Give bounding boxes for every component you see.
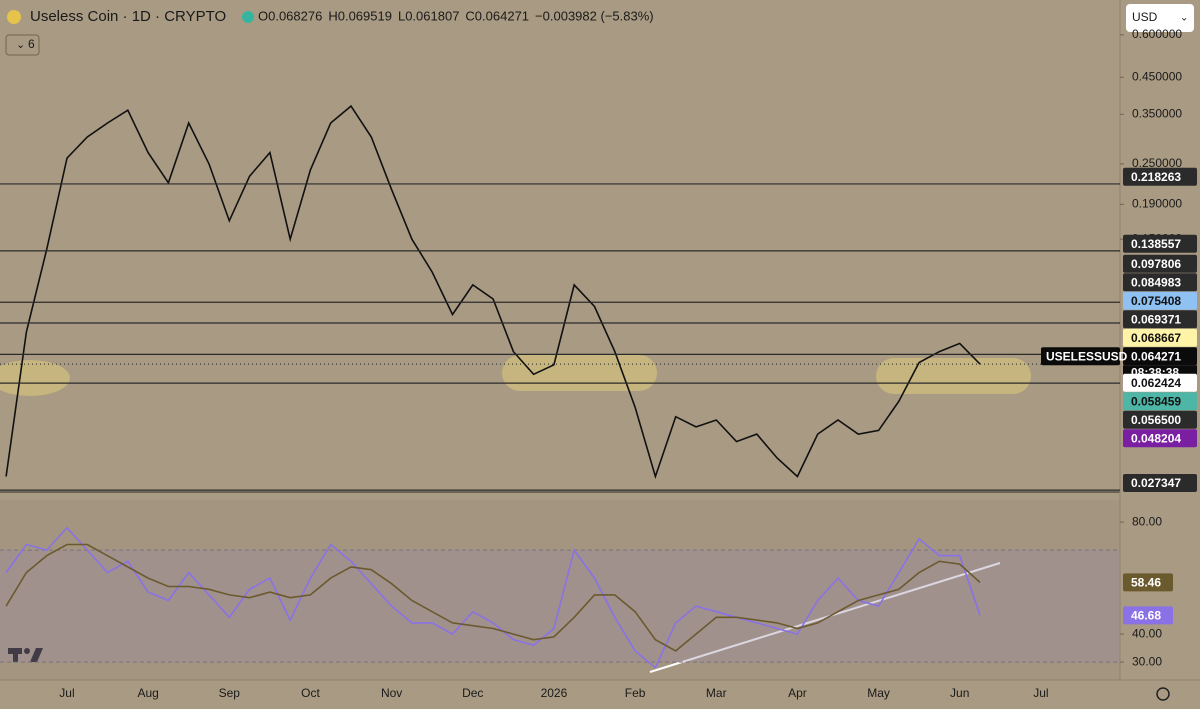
price-label-bg [1123,474,1197,492]
symbol-label: USELESSUSD [1046,349,1128,363]
highlight-zone [502,355,657,391]
price-label-bg [1123,254,1197,273]
price-line [5,526,981,669]
price-label: 0.069371 [1131,312,1181,326]
price-label-bg [1123,347,1197,366]
price-label-bg [1123,410,1197,429]
price-label-bg [1123,273,1197,292]
price-label-bg [1123,373,1197,392]
price-label: 0.084983 [1131,275,1181,289]
price-label: 0.058459 [1131,394,1181,408]
x-tick-label: Feb [625,686,646,700]
price-label-bg [1123,167,1197,186]
ohlc-value: H0.069519 [328,8,392,23]
price-label: 0.048204 [1131,431,1181,445]
ohlc-value: L0.061807 [398,8,459,23]
ohlc: O0.068276 H0.069519 L0.061807 C0.064271 −0.0… [258,8,654,23]
price-line [5,104,981,480]
price-label: 0.064271 [1131,349,1181,363]
coin-icon [7,10,21,24]
price-label-bg [1123,234,1197,253]
price-label-bg [1123,310,1197,329]
price-label-bg [1123,429,1197,448]
currency: USD [1132,10,1158,24]
symbol-title: Useless Coin · 1D · CRYPTO [30,8,226,25]
price-label: 0.138557 [1131,237,1181,251]
x-tick-label: Dec [462,686,483,700]
value-label: 58.46 [1131,576,1161,590]
x-tick-label: Sep [219,686,241,700]
price-label-bg [1123,291,1197,310]
value-label: 46.68 [1131,609,1161,623]
price-label: 0.075408 [1131,294,1181,308]
x-tick-label: May [867,686,890,700]
ohlc-value: O0.068276 [258,8,322,23]
indicator-count: 6 [28,37,35,51]
y-tick-label: 80.00 [1132,514,1162,528]
x-tick-label: 2026 [541,686,568,700]
indicator-toggle[interactable] [5,34,40,56]
price-label-bg [1123,392,1197,411]
x-tick-label: Nov [381,686,402,700]
value-label-bg [1123,606,1173,625]
x-tick-label: Apr [788,686,807,700]
price-label: 0.056500 [1131,413,1181,427]
price-label: 0.097806 [1131,257,1181,271]
x-tick-label: Jul [59,686,74,700]
y-tick-label: 0.450000 [1132,69,1182,83]
price-line [5,543,981,652]
tv-logo [8,648,43,662]
price-label: 0.218263 [1131,170,1181,184]
chevron: ⌄ [1180,13,1188,24]
highlight-zone [876,358,1031,394]
x-tick-label: Oct [301,686,320,700]
x-tick-label: Mar [706,686,727,700]
symbol-label-bg [1041,347,1120,366]
price-label: 0.062424 [1131,376,1181,390]
x-tick-label: Jul [1033,686,1048,700]
x-tick-label: Aug [137,686,158,700]
y-tick-label: 0.190000 [1132,197,1182,211]
x-tick-label: Jun [950,686,969,700]
price-label-bg [1123,328,1197,347]
price-label: 0.068667 [1131,331,1181,345]
y-tick-label: 40.00 [1132,626,1162,640]
value-label-bg [1123,573,1173,592]
status-dot [242,11,254,23]
ohlc-value: C0.064271 [465,8,529,23]
ohlc-value: −0.003982 (−5.83%) [535,8,654,23]
price-label: 0.027347 [1131,476,1181,490]
y-tick-label: 0.350000 [1132,106,1182,120]
y-tick-label: 30.00 [1132,654,1162,668]
chevron: ⌄ [16,39,25,51]
highlight-zone [0,360,70,396]
y-tick-label: 0.600000 [1132,27,1182,41]
y-tick-label: 0.250000 [1132,156,1182,170]
rsi-pane [0,500,1120,680]
currency-select[interactable] [1126,4,1194,32]
settings-icon[interactable] [1156,687,1170,701]
trend-line [649,562,1001,673]
